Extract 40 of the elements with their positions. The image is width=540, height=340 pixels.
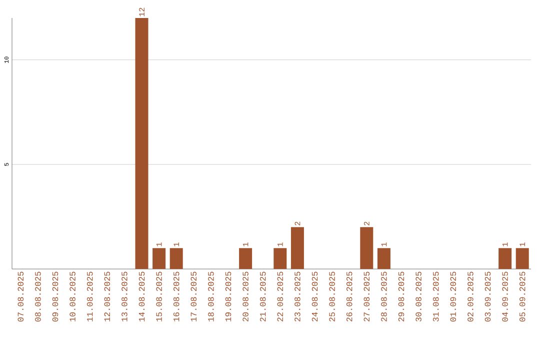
- x-tick-label: 15.08.2025: [156, 272, 162, 322]
- x-tick-label: 20.08.2025: [242, 272, 248, 322]
- x-tick-label: 12.08.2025: [104, 272, 110, 322]
- x-tick-label: 21.08.2025: [260, 272, 266, 322]
- bar: [377, 248, 390, 269]
- bar: [498, 248, 512, 269]
- bar: [290, 227, 304, 269]
- bar: [135, 18, 148, 269]
- x-tick-label: 01.09.2025: [450, 272, 456, 322]
- x-tick-label: 19.08.2025: [225, 272, 232, 322]
- x-tick-label: 04.09.2025: [502, 272, 508, 322]
- x-tick-label: 24.08.2025: [312, 272, 318, 322]
- x-tick-label: 08.08.2025: [35, 272, 41, 322]
- x-tick-label: 14.08.2025: [138, 272, 145, 322]
- x-tick-label: 17.08.2025: [190, 272, 197, 322]
- x-tick-label: 02.09.2025: [468, 272, 474, 322]
- x-tick-label: 05.09.2025: [519, 272, 526, 322]
- x-tick-label: 25.08.2025: [329, 272, 335, 322]
- bar: [360, 227, 374, 269]
- bar: [516, 248, 529, 269]
- x-tick-label: 10.08.2025: [70, 272, 76, 322]
- x-tick-label: 11.08.2025: [86, 272, 93, 322]
- x-tick-label: 03.09.2025: [484, 272, 491, 322]
- x-tick-label: 09.08.2025: [52, 272, 58, 322]
- x-tick-label: 26.08.2025: [346, 272, 352, 322]
- bar: [239, 248, 252, 269]
- x-tick-label: 23.08.2025: [294, 272, 300, 322]
- x-tick-label: 29.08.2025: [398, 272, 404, 322]
- x-tick-label: 28.08.2025: [381, 272, 387, 322]
- x-tick-label: 16.08.2025: [173, 272, 180, 322]
- x-tick-label: 18.08.2025: [208, 272, 214, 322]
- x-tick-label: 30.08.2025: [416, 272, 422, 322]
- x-tick-label: 31.08.2025: [432, 272, 439, 322]
- x-tick-label: 13.08.2025: [122, 272, 128, 322]
- x-tick-label: 27.08.2025: [364, 272, 370, 322]
- bar: [152, 248, 166, 269]
- bar: [274, 248, 287, 269]
- x-tick-label: 22.08.2025: [277, 272, 284, 322]
- x-tick-label: 07.08.2025: [18, 272, 24, 322]
- bar: [170, 248, 183, 269]
